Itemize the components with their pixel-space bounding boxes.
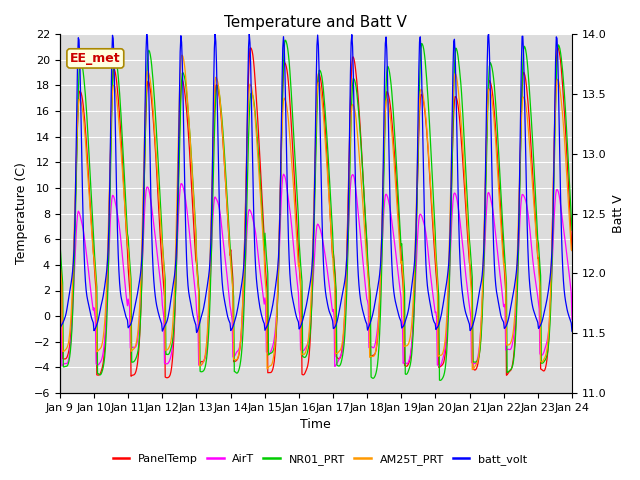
Legend: PanelTemp, AirT, NR01_PRT, AM25T_PRT, batt_volt: PanelTemp, AirT, NR01_PRT, AM25T_PRT, ba… bbox=[108, 450, 532, 469]
Y-axis label: Batt V: Batt V bbox=[612, 194, 625, 233]
Title: Temperature and Batt V: Temperature and Batt V bbox=[225, 15, 407, 30]
Text: EE_met: EE_met bbox=[70, 52, 121, 65]
X-axis label: Time: Time bbox=[301, 419, 332, 432]
Y-axis label: Temperature (C): Temperature (C) bbox=[15, 163, 28, 264]
